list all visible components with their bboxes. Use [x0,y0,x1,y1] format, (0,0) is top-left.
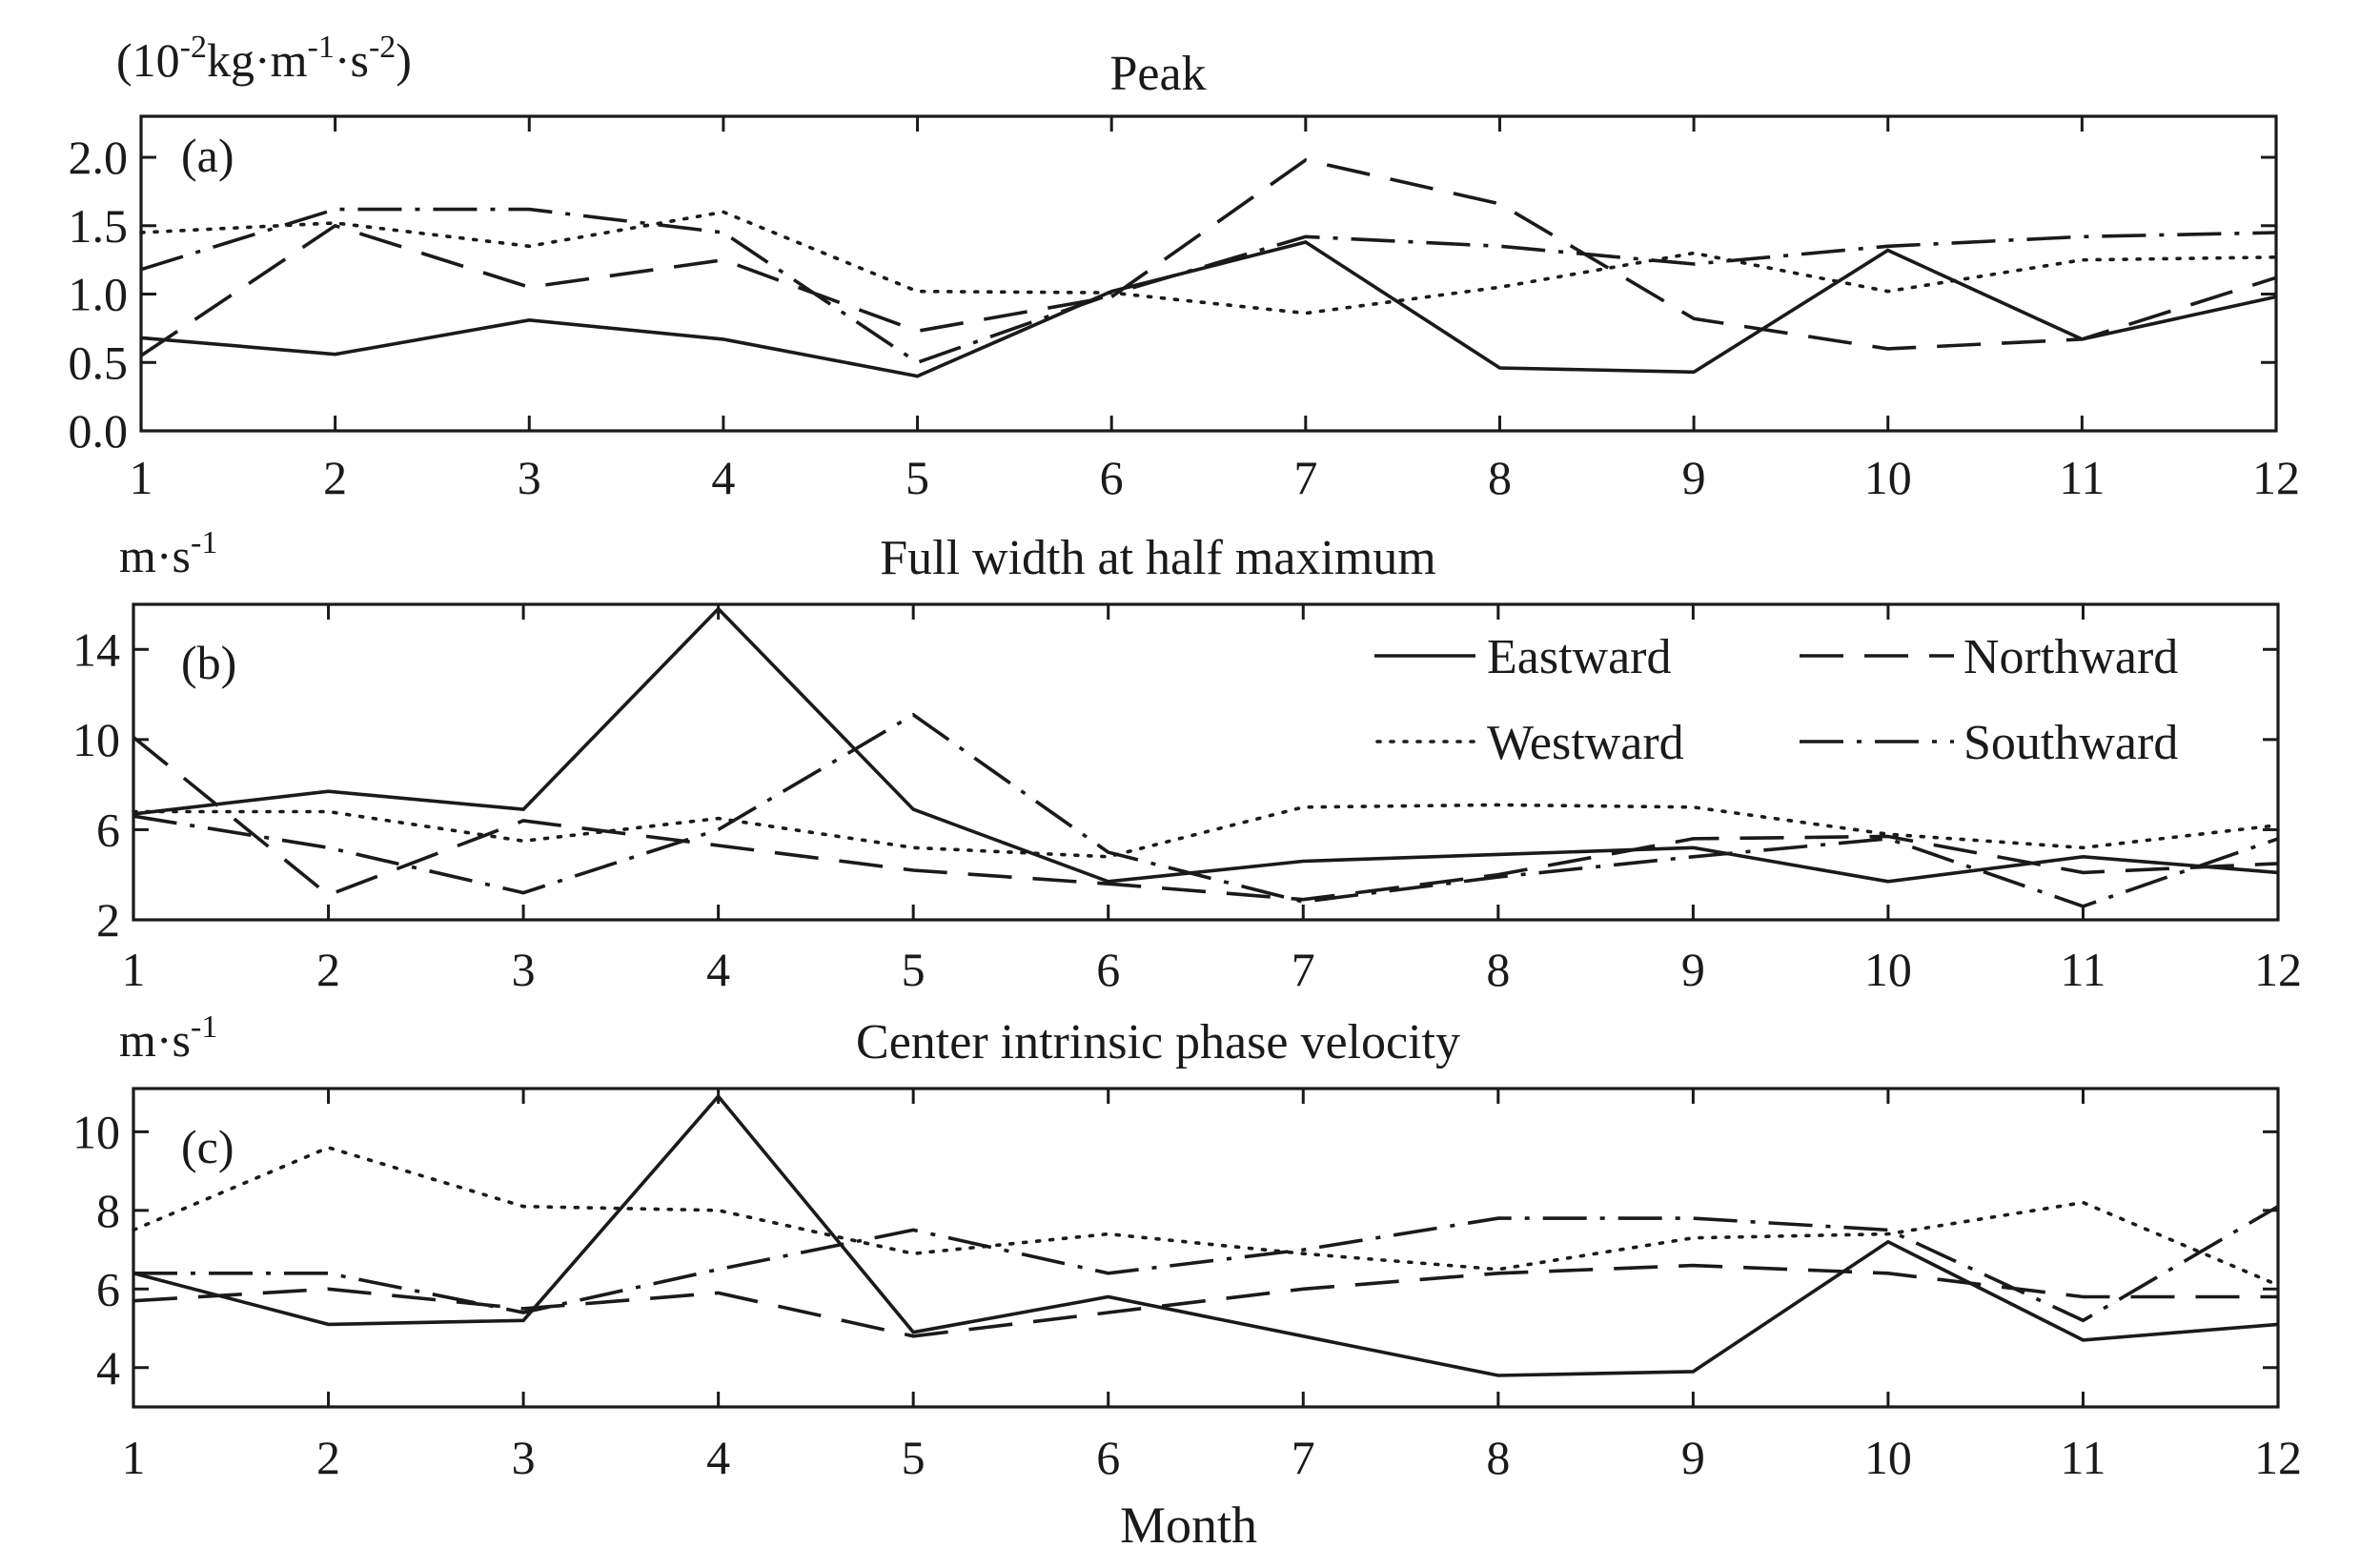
panel-b-xtick-label: 1 [122,943,146,996]
panel-b-ytick-label: 14 [72,622,120,676]
panel-a-xtick-label: 5 [905,451,929,504]
panel-a-xtick-label: 6 [1100,451,1124,504]
legend-label-eastward: Eastward [1487,630,1671,684]
panel-b-unit-label: m·s-1 [119,525,217,582]
panel-a-xtick-label: 2 [323,451,347,504]
panel-b-xtick-label: 9 [1681,943,1705,996]
panel-b-xtick-label: 4 [706,943,730,996]
panel-c-series-eastward [132,1093,2279,1377]
panel-b-xtick-label: 10 [1864,943,1912,996]
panel-a-frame [139,114,2278,433]
panel-a-series-eastward [140,240,2277,378]
panel-b-series-westward [132,803,2280,859]
panel-a-ytick-label: 1.5 [69,199,129,253]
panel-a-series-southward [140,207,2277,365]
panel-a-xtick-label: 11 [2059,451,2105,504]
panel-c-ytick-label: 6 [96,1262,120,1315]
panel-a-xtick-label: 9 [1682,451,1706,504]
panel-b-yticks: 2 6 10 14 [72,622,2278,947]
panel-a-tag: (a) [181,129,234,182]
legend-label-westward: Westward [1487,716,1684,770]
x-axis-label: Month [1120,1497,1257,1554]
panel-a-xtick-label: 4 [711,451,735,504]
panel-c-xtick-label: 6 [1096,1431,1120,1484]
panel-b-xtick-label: 3 [512,943,536,996]
legend-label-southward: Southward [1963,716,2178,770]
panel-c: m·s-1 Center intrinsic phase velocity (c… [72,1009,2302,1554]
panel-c-xticks: 1 2 3 4 5 6 7 8 9 10 11 12 [122,1089,2302,1484]
panel-b-series-northward [132,736,2279,902]
panel-c-title: Center intrinsic phase velocity [856,1015,1460,1069]
panel-c-unit-label: m·s-1 [119,1009,217,1067]
panel-a-xtick-label: 12 [2252,451,2300,504]
panel-b-ytick-label: 6 [96,803,120,856]
panel-c-xtick-label: 3 [512,1431,536,1484]
panel-b-xtick-label: 8 [1486,943,1510,996]
panel-a-ytick-label: 0.0 [69,404,129,458]
panel-c-xtick-label: 10 [1864,1431,1912,1484]
panel-a-xtick-label: 7 [1293,451,1317,504]
panel-c-xtick-label: 4 [706,1431,730,1484]
panel-a-title: Peak [1109,47,1206,101]
panel-c-xtick-label: 7 [1292,1431,1315,1484]
panel-a-ytick-label: 1.0 [69,268,129,321]
panel-c-series-southward [133,1205,2279,1323]
panel-b-xtick-label: 5 [902,943,926,996]
panel-a-series-northward [139,157,2277,357]
panel-a-xticks: 1 2 3 4 5 6 7 8 9 10 11 12 [130,116,2300,504]
panel-c-tag: (c) [181,1120,234,1173]
panel-c-xtick-label: 1 [122,1431,146,1484]
panel-b-ytick-label: 2 [96,893,120,947]
panel-b-series-eastward [132,606,2279,884]
panel-c-xtick-label: 8 [1486,1431,1510,1484]
panel-a-series [139,157,2278,378]
panel-a-unit-label: (10-2kg·m-1·s-2) [116,30,412,87]
panel-b-frame [132,602,2280,922]
panel-b-ytick-label: 10 [72,713,120,766]
panel-b-tag: (b) [181,636,236,689]
panel-a-series-westward [139,210,2278,316]
panel-a: (10-2kg·m-1·s-2) Peak (a) 0.0 0.5 1.0 1.5 2.… [69,30,2301,504]
panel-b-xtick-label: 11 [2060,943,2106,996]
panel-c-ytick-label: 4 [96,1341,120,1395]
legend: Eastward Northward Westward Southward [1374,630,2178,770]
panel-c-ytick-label: 8 [96,1184,120,1237]
panel-c-xtick-label: 11 [2060,1431,2106,1484]
panel-b-xticks: 1 2 3 4 5 6 7 8 9 10 11 12 [122,604,2302,996]
panel-a-ytick-label: 2.0 [69,131,129,184]
panel-c-ytick-label: 10 [72,1105,120,1158]
panel-c-xtick-label: 12 [2254,1431,2302,1484]
panel-a-ytick-label: 0.5 [69,336,129,389]
panel-c-yticks: 4 6 8 10 [72,1105,2278,1395]
panel-a-yticks: 0.0 0.5 1.0 1.5 2.0 [69,131,2276,458]
panel-a-xtick-label: 10 [1864,451,1912,504]
panel-b-series [132,606,2280,908]
panel-a-xtick-label: 8 [1488,451,1512,504]
panel-b-series-southward [132,712,2279,908]
panel-c-series-westward [132,1145,2280,1287]
panel-b-xtick-label: 12 [2254,943,2302,996]
panel-b-xtick-label: 2 [316,943,340,996]
panel-a-xtick-label: 1 [130,451,153,504]
panel-c-xtick-label: 9 [1681,1431,1705,1484]
panel-c-series [132,1093,2280,1377]
panel-b-xtick-label: 7 [1292,943,1315,996]
panel-b-xtick-label: 6 [1096,943,1120,996]
panel-b: m·s-1 Full width at half maximum (b) 2 6 1… [72,525,2302,996]
panel-c-xtick-label: 2 [316,1431,340,1484]
panel-a-xtick-label: 3 [518,451,541,504]
panel-b-title: Full width at half maximum [880,531,1436,585]
panel-c-xtick-label: 5 [902,1431,926,1484]
legend-label-northward: Northward [1963,630,2178,684]
panel-c-frame [132,1087,2280,1409]
